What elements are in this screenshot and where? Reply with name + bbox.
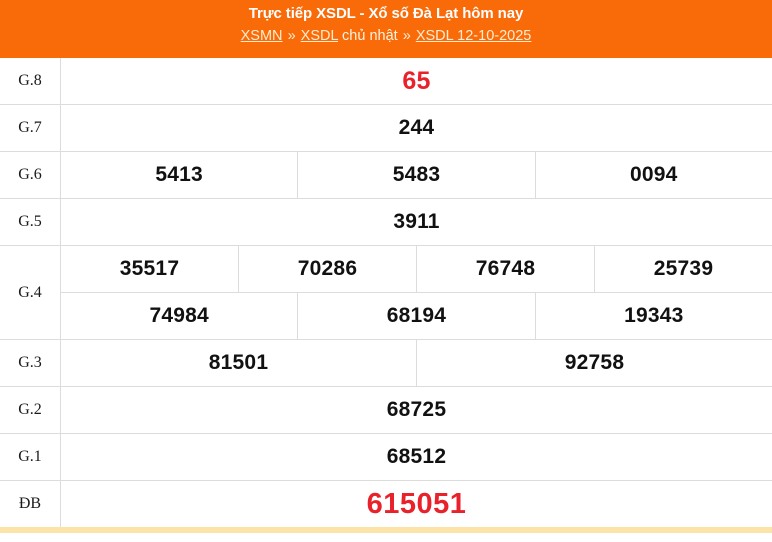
prize-label: G.5 (0, 198, 61, 246)
prize-number-row: 5413 5483 0094 (61, 152, 772, 198)
prize-number: 244 (398, 116, 435, 139)
prize-number: 76748 (416, 246, 594, 292)
prize-number-row: 35517 70286 76748 25739 (61, 246, 772, 292)
prize-number: 70286 (238, 246, 416, 292)
prize-number: 68725 (386, 398, 447, 421)
prize-label: G.7 (0, 104, 61, 152)
table-row: G.5 3911 (0, 198, 772, 246)
table-row: G.2 68725 (0, 386, 772, 434)
prize-number-row: 74984 68194 19343 (61, 292, 772, 339)
prize-number: 74984 (149, 304, 209, 327)
page-header: Trực tiếp XSDL - Xổ số Đà Lạt hôm nay XS… (0, 0, 772, 58)
breadcrumb: XSMN » XSDL chủ nhật » XSDL 12-10-2025 (0, 26, 772, 47)
prize-numbers: 68725 (61, 387, 772, 434)
prize-number-row: 68512 (61, 434, 772, 480)
table-row: G.6 5413 5483 0094 (0, 151, 772, 199)
prize-number-row: 3911 (61, 199, 772, 245)
prize-number: 3911 (393, 210, 440, 233)
prize-number-row: 65 (61, 58, 772, 104)
prize-number: 68194 (297, 293, 534, 339)
prize-number: 65 (402, 67, 431, 95)
prize-number: 615051 (366, 488, 467, 520)
table-row: G.4 35517 70286 76748 25739 74984 68194 19343 (0, 245, 772, 340)
table-row: G.8 65 (0, 58, 772, 105)
prize-number: 19343 (534, 293, 772, 339)
table-row: ĐB 615051 (0, 480, 772, 531)
prize-number-row: 244 (61, 105, 772, 151)
lottery-results-body: G.8 65 G.7 244 G.6 5413 5483 0094 G.5 3911 G.4 3551… (0, 58, 772, 530)
table-row: G.1 68512 (0, 433, 772, 481)
prize-numbers: 244 (61, 105, 772, 152)
prize-number: 5413 (155, 163, 203, 186)
lottery-results-table: G.8 65 G.7 244 G.6 5413 5483 0094 G.5 3911 G.4 3551… (0, 58, 772, 533)
table-row: G.3 81501 92758 (0, 339, 772, 387)
prize-number: 92758 (416, 340, 772, 386)
prize-number-row: 68725 (61, 387, 772, 433)
prize-numbers: 81501 92758 (61, 340, 772, 387)
breadcrumb-separator-1: » (283, 28, 300, 44)
prize-numbers: 5413 5483 0094 (61, 152, 772, 199)
prize-numbers: 35517 70286 76748 25739 74984 68194 19343 (61, 246, 772, 340)
prize-number-row: 81501 92758 (61, 340, 772, 386)
prize-numbers: 3911 (61, 199, 772, 246)
table-row: G.7 244 (0, 104, 772, 152)
prize-number: 68512 (386, 445, 447, 468)
prize-number-row: 615051 (61, 481, 772, 527)
prize-number: 25739 (594, 246, 772, 292)
prize-number: 5483 (297, 152, 534, 198)
prize-numbers: 65 (61, 58, 772, 105)
breadcrumb-separator-2: » (398, 28, 415, 44)
prize-label: G.4 (0, 245, 61, 340)
breadcrumb-weekday: chủ nhật (338, 28, 398, 44)
prize-number: 81501 (208, 351, 269, 374)
prize-label: G.6 (0, 151, 61, 199)
prize-number: 0094 (534, 152, 772, 198)
prize-number: 35517 (119, 257, 180, 280)
prize-label: G.8 (0, 58, 61, 105)
breadcrumb-link-region[interactable]: XSMN (240, 28, 283, 44)
prize-numbers: 68512 (61, 434, 772, 481)
prize-label: G.3 (0, 339, 61, 387)
prize-label: ĐB (0, 480, 61, 530)
prize-numbers: 615051 (61, 481, 772, 531)
page-title: Trực tiếp XSDL - Xổ số Đà Lạt hôm nay (248, 5, 524, 22)
breadcrumb-link-province[interactable]: XSDL (300, 28, 339, 44)
breadcrumb-link-date[interactable]: XSDL 12-10-2025 (415, 28, 532, 44)
prize-label: G.1 (0, 433, 61, 481)
prize-label: G.2 (0, 386, 61, 434)
